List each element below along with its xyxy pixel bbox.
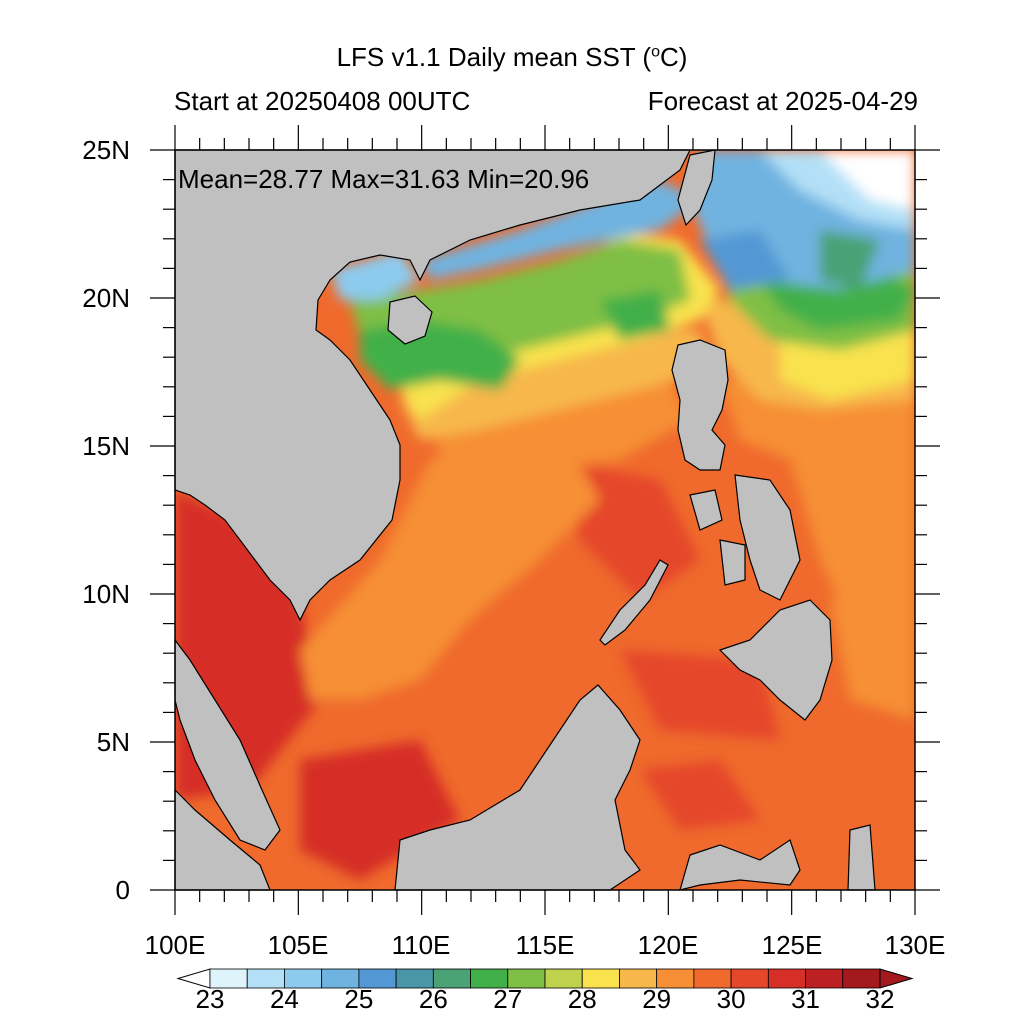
colorbar-label: 29 <box>642 984 672 1014</box>
y-tick-label: 10N <box>82 579 130 609</box>
colorbar-label: 27 <box>493 984 523 1014</box>
y-tick-label: 20N <box>82 283 130 313</box>
y-tick-label: 25N <box>82 135 130 165</box>
x-tick-label: 100E <box>144 930 206 960</box>
x-tick-label: 120E <box>637 930 699 960</box>
x-tick-label: 110E <box>391 930 451 960</box>
y-tick-label: 0 <box>115 875 130 905</box>
colorbar-label: 24 <box>269 984 299 1014</box>
colorbar-label: 30 <box>716 984 746 1014</box>
colorbar-label: 31 <box>791 984 820 1014</box>
land-mask <box>174 149 876 891</box>
x-tick-label: 115E <box>515 930 575 960</box>
y-tick-label: 15N <box>82 431 130 461</box>
colorbar-label: 32 <box>865 984 895 1014</box>
plot-title: LFS v1.1 Daily mean SST (oC) <box>336 42 688 72</box>
y-tick-label: 5N <box>96 727 130 757</box>
colorbar-label: 23 <box>195 984 225 1014</box>
start-time-label: Start at 20250408 00UTC <box>174 86 471 116</box>
colorbar-high-arrow <box>879 968 914 989</box>
x-tick-label: 125E <box>761 930 823 960</box>
colorbar-label: 25 <box>344 984 374 1014</box>
forecast-time-label: Forecast at 2025-04-29 <box>647 86 918 116</box>
axis-ticks <box>150 125 940 915</box>
stats-label: Mean=28.77 Max=31.63 Min=20.96 <box>178 164 590 194</box>
colorbar-label: 26 <box>418 984 448 1014</box>
x-tick-label: 105E <box>267 930 329 960</box>
colorbar-label: 28 <box>567 984 597 1014</box>
colorbar <box>176 968 914 989</box>
x-tick-label: 130E <box>884 930 946 960</box>
